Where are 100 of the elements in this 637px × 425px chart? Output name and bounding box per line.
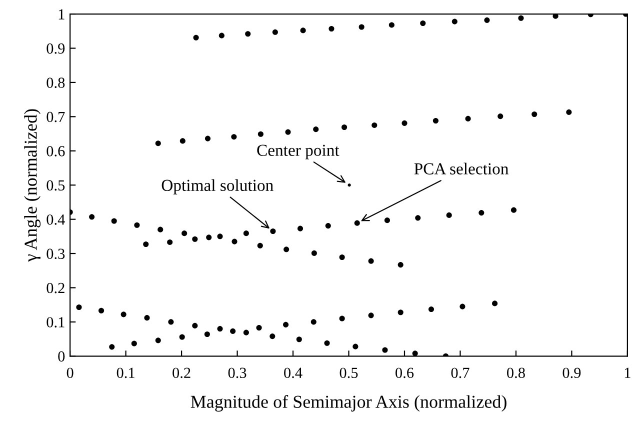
point: [243, 230, 249, 236]
point: [452, 18, 458, 24]
point: [510, 207, 517, 213]
point: [465, 116, 471, 122]
x-tick-label: 0.7: [451, 368, 470, 378]
point: [270, 334, 276, 340]
y-tick-label: 0.8: [46, 78, 65, 88]
point: [412, 350, 418, 356]
point: [566, 109, 572, 115]
point: [348, 184, 351, 187]
point: [270, 228, 276, 234]
point: [446, 212, 452, 218]
point: [272, 29, 278, 35]
point: [552, 14, 558, 19]
y-tick-label: 0.7: [46, 112, 65, 122]
y-tick-label: 0.3: [46, 248, 65, 260]
y-tick-label: 0.4: [46, 214, 65, 225]
point: [328, 26, 334, 32]
point: [342, 124, 348, 130]
point: [339, 316, 345, 322]
point: [155, 338, 161, 344]
point: [354, 220, 360, 226]
annotation: Optimal solution: [162, 179, 274, 194]
point: [179, 334, 185, 340]
point: [339, 254, 345, 260]
point: [352, 344, 358, 350]
point: [111, 218, 117, 224]
point: [282, 322, 289, 328]
point: [297, 226, 304, 232]
x-tick-label: 0.5: [340, 368, 358, 378]
y-tick-label: 1: [58, 9, 64, 20]
point: [310, 319, 316, 325]
point: [180, 138, 186, 144]
x-tick-label: 0.6: [396, 368, 414, 378]
point: [131, 340, 137, 346]
y-tick-label: 0.5: [46, 180, 65, 191]
annotation: Center point: [257, 144, 340, 160]
point: [243, 330, 249, 336]
point: [217, 234, 223, 240]
point: [217, 326, 223, 332]
y-tick-label: 0.9: [46, 43, 65, 54]
point: [460, 304, 466, 310]
x-axis-title: Magnitude of Semimajor Axis (normalized): [190, 395, 506, 412]
point: [398, 262, 404, 268]
point: [285, 129, 291, 135]
point: [313, 126, 319, 132]
point: [193, 34, 199, 40]
point: [368, 258, 374, 264]
point: [284, 246, 290, 252]
point: [498, 114, 504, 120]
annotation: PCA selection: [414, 162, 508, 174]
point: [76, 304, 82, 310]
point: [230, 328, 236, 334]
x-tick-label: 0.4: [284, 368, 302, 378]
point: [398, 310, 404, 316]
x-tick-label: 1: [624, 368, 630, 378]
point: [300, 28, 306, 34]
point: [204, 331, 210, 338]
point: [206, 234, 212, 240]
x-tick-label: 0: [66, 368, 74, 378]
point: [258, 131, 264, 137]
y-tick-label: 0.1: [46, 317, 64, 328]
point: [311, 250, 317, 256]
point: [144, 315, 150, 321]
y-axis-title: γ Angle (normalized): [24, 109, 41, 262]
point: [296, 336, 302, 342]
point: [257, 242, 263, 248]
point: [168, 319, 174, 325]
point: [384, 218, 390, 224]
point: [382, 347, 388, 353]
point: [358, 24, 364, 30]
point: [368, 312, 374, 318]
point: [532, 111, 538, 118]
point: [143, 241, 149, 248]
point: [232, 238, 238, 244]
point: [192, 322, 198, 328]
x-tick-label: 0.1: [116, 368, 134, 378]
point: [134, 222, 140, 228]
point: [120, 312, 126, 318]
point: [402, 120, 408, 126]
point: [324, 340, 330, 346]
point: [109, 344, 115, 350]
point: [518, 15, 524, 21]
point: [372, 122, 378, 128]
x-tick-label: 0.3: [228, 368, 246, 378]
y-tick-label: 0: [58, 351, 65, 362]
y-tick-label: 0.6: [46, 146, 65, 156]
point: [388, 22, 394, 28]
point: [415, 215, 421, 221]
x-tick-label: 0.8: [507, 368, 525, 378]
point: [155, 140, 161, 146]
point: [158, 226, 164, 232]
point: [204, 136, 211, 142]
point: [182, 230, 188, 236]
point: [98, 308, 104, 314]
point: [89, 214, 95, 220]
point: [432, 118, 438, 124]
point: [484, 17, 490, 23]
point: [192, 236, 198, 242]
point: [492, 300, 498, 306]
